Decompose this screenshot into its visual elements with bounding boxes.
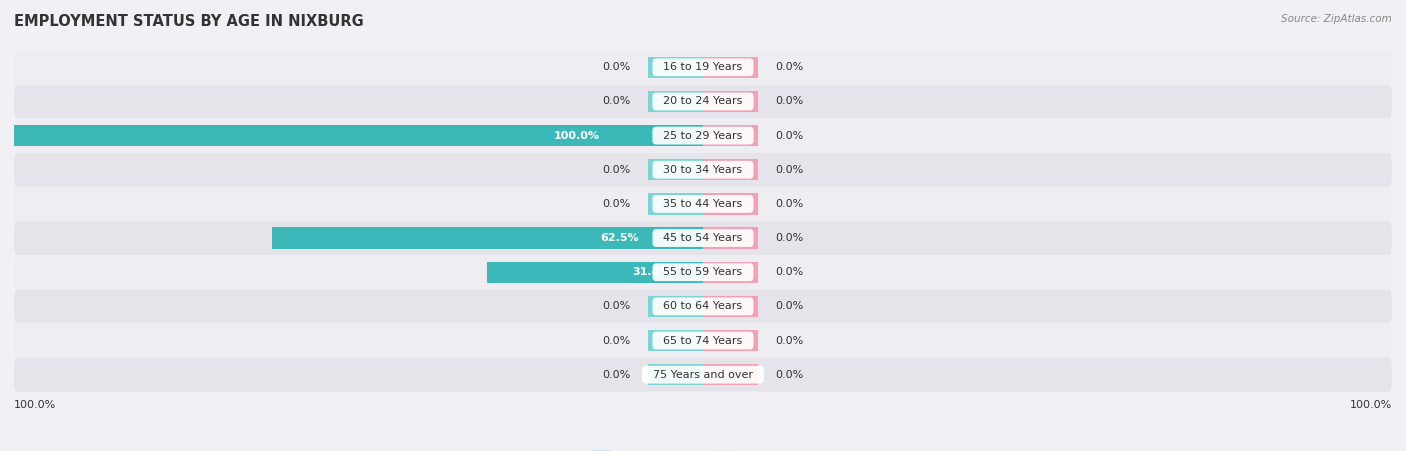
Text: 0.0%: 0.0%	[775, 370, 804, 380]
FancyBboxPatch shape	[14, 358, 1392, 391]
Text: 16 to 19 Years: 16 to 19 Years	[657, 62, 749, 72]
Text: 20 to 24 Years: 20 to 24 Years	[657, 97, 749, 106]
FancyBboxPatch shape	[14, 119, 1392, 152]
Text: 0.0%: 0.0%	[602, 62, 631, 72]
Text: 100.0%: 100.0%	[1350, 400, 1392, 410]
Bar	[703, 330, 758, 351]
Text: 35 to 44 Years: 35 to 44 Years	[657, 199, 749, 209]
Text: 100.0%: 100.0%	[554, 131, 599, 141]
Bar	[648, 159, 703, 180]
Bar	[648, 330, 703, 351]
Text: 25 to 29 Years: 25 to 29 Years	[657, 131, 749, 141]
Bar	[703, 159, 758, 180]
Text: 0.0%: 0.0%	[775, 165, 804, 175]
Text: 60 to 64 Years: 60 to 64 Years	[657, 301, 749, 311]
Text: 0.0%: 0.0%	[775, 131, 804, 141]
Text: 0.0%: 0.0%	[775, 62, 804, 72]
Text: 30 to 34 Years: 30 to 34 Years	[657, 165, 749, 175]
Text: 100.0%: 100.0%	[14, 400, 56, 410]
Bar	[648, 227, 703, 249]
Text: 0.0%: 0.0%	[775, 233, 804, 243]
Text: 75 Years and over: 75 Years and over	[645, 370, 761, 380]
Text: 0.0%: 0.0%	[602, 199, 631, 209]
Bar	[14, 125, 703, 146]
Text: 31.4%: 31.4%	[631, 267, 671, 277]
Text: EMPLOYMENT STATUS BY AGE IN NIXBURG: EMPLOYMENT STATUS BY AGE IN NIXBURG	[14, 14, 364, 28]
FancyBboxPatch shape	[14, 51, 1392, 84]
FancyBboxPatch shape	[14, 290, 1392, 323]
Bar	[648, 125, 703, 146]
Text: 0.0%: 0.0%	[602, 370, 631, 380]
Bar	[703, 125, 758, 146]
Bar	[486, 262, 703, 283]
Text: Source: ZipAtlas.com: Source: ZipAtlas.com	[1281, 14, 1392, 23]
FancyBboxPatch shape	[14, 153, 1392, 187]
Bar	[648, 193, 703, 215]
Bar	[648, 57, 703, 78]
Bar	[648, 364, 703, 385]
Text: 0.0%: 0.0%	[775, 199, 804, 209]
Bar	[703, 57, 758, 78]
Text: 0.0%: 0.0%	[602, 165, 631, 175]
Text: 0.0%: 0.0%	[602, 336, 631, 345]
Text: 55 to 59 Years: 55 to 59 Years	[657, 267, 749, 277]
FancyBboxPatch shape	[14, 324, 1392, 358]
Bar	[703, 296, 758, 317]
FancyBboxPatch shape	[14, 221, 1392, 255]
Bar	[703, 364, 758, 385]
Text: 65 to 74 Years: 65 to 74 Years	[657, 336, 749, 345]
Text: 0.0%: 0.0%	[775, 336, 804, 345]
Bar	[703, 193, 758, 215]
Bar	[273, 227, 703, 249]
Legend: In Labor Force, Unemployed: In Labor Force, Unemployed	[588, 446, 818, 451]
Bar	[703, 227, 758, 249]
Bar	[648, 91, 703, 112]
FancyBboxPatch shape	[14, 187, 1392, 221]
Bar	[703, 91, 758, 112]
Text: 0.0%: 0.0%	[775, 301, 804, 311]
Text: 45 to 54 Years: 45 to 54 Years	[657, 233, 749, 243]
FancyBboxPatch shape	[14, 84, 1392, 118]
Bar	[648, 296, 703, 317]
FancyBboxPatch shape	[14, 255, 1392, 289]
Text: 0.0%: 0.0%	[602, 97, 631, 106]
Bar	[648, 262, 703, 283]
Text: 0.0%: 0.0%	[775, 267, 804, 277]
Text: 0.0%: 0.0%	[775, 97, 804, 106]
Bar	[703, 262, 758, 283]
Text: 0.0%: 0.0%	[602, 301, 631, 311]
Text: 62.5%: 62.5%	[600, 233, 638, 243]
